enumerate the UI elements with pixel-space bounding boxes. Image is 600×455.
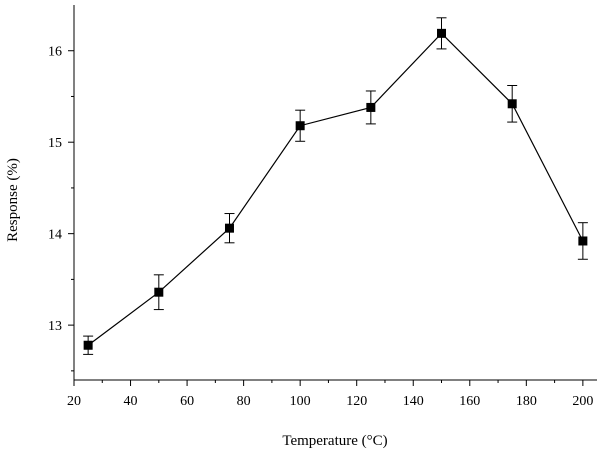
x-tick-label: 200 — [572, 394, 593, 409]
data-point — [83, 340, 93, 350]
x-tick-label: 180 — [516, 394, 537, 409]
data-point — [366, 102, 376, 112]
x-tick-label: 120 — [346, 394, 367, 409]
y-tick-label: 15 — [48, 136, 62, 151]
x-tick-label: 80 — [237, 394, 251, 409]
series-line — [87, 32, 584, 346]
data-point — [578, 236, 588, 246]
ticks: 20 40 60 80 100 120 140 160 180 200 13 14 15 16 — [48, 45, 593, 409]
y-tick-label: 16 — [48, 45, 62, 60]
x-tick-label: 20 — [67, 394, 81, 409]
data-point — [295, 121, 305, 131]
axes — [73, 5, 597, 381]
x-tick-label: 40 — [124, 394, 138, 409]
error-bars — [83, 17, 588, 355]
y-tick-label: 14 — [48, 228, 62, 243]
data-point — [154, 287, 164, 297]
data-point — [507, 99, 517, 109]
x-tick-label: 140 — [403, 394, 424, 409]
data-markers — [83, 28, 588, 350]
x-tick-label: 160 — [459, 394, 480, 409]
data-point — [224, 223, 234, 233]
y-tick-label: 13 — [48, 319, 62, 334]
x-tick-label: 100 — [290, 394, 311, 409]
series-lines — [87, 32, 584, 346]
data-point — [437, 28, 447, 38]
x-tick-label: 60 — [180, 394, 194, 409]
x-axis-title: Temperature (°C) — [282, 433, 387, 449]
y-axis-title: Response (%) — [5, 158, 21, 242]
